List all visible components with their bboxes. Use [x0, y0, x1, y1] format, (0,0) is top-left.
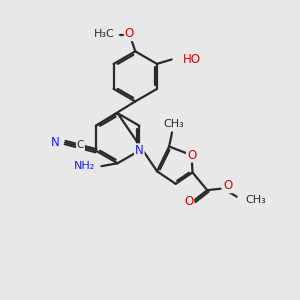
- Text: O: O: [187, 149, 196, 162]
- Text: O: O: [125, 27, 134, 40]
- Text: N: N: [51, 136, 60, 149]
- Text: N: N: [135, 144, 144, 157]
- Text: O: O: [223, 179, 232, 192]
- Text: C: C: [77, 140, 84, 150]
- Text: CH₃: CH₃: [163, 118, 184, 129]
- Text: O: O: [184, 196, 193, 208]
- Text: HO: HO: [183, 53, 201, 66]
- Text: H₃C: H₃C: [94, 29, 115, 39]
- Text: CH₃: CH₃: [245, 196, 266, 206]
- Text: NH₂: NH₂: [74, 161, 95, 171]
